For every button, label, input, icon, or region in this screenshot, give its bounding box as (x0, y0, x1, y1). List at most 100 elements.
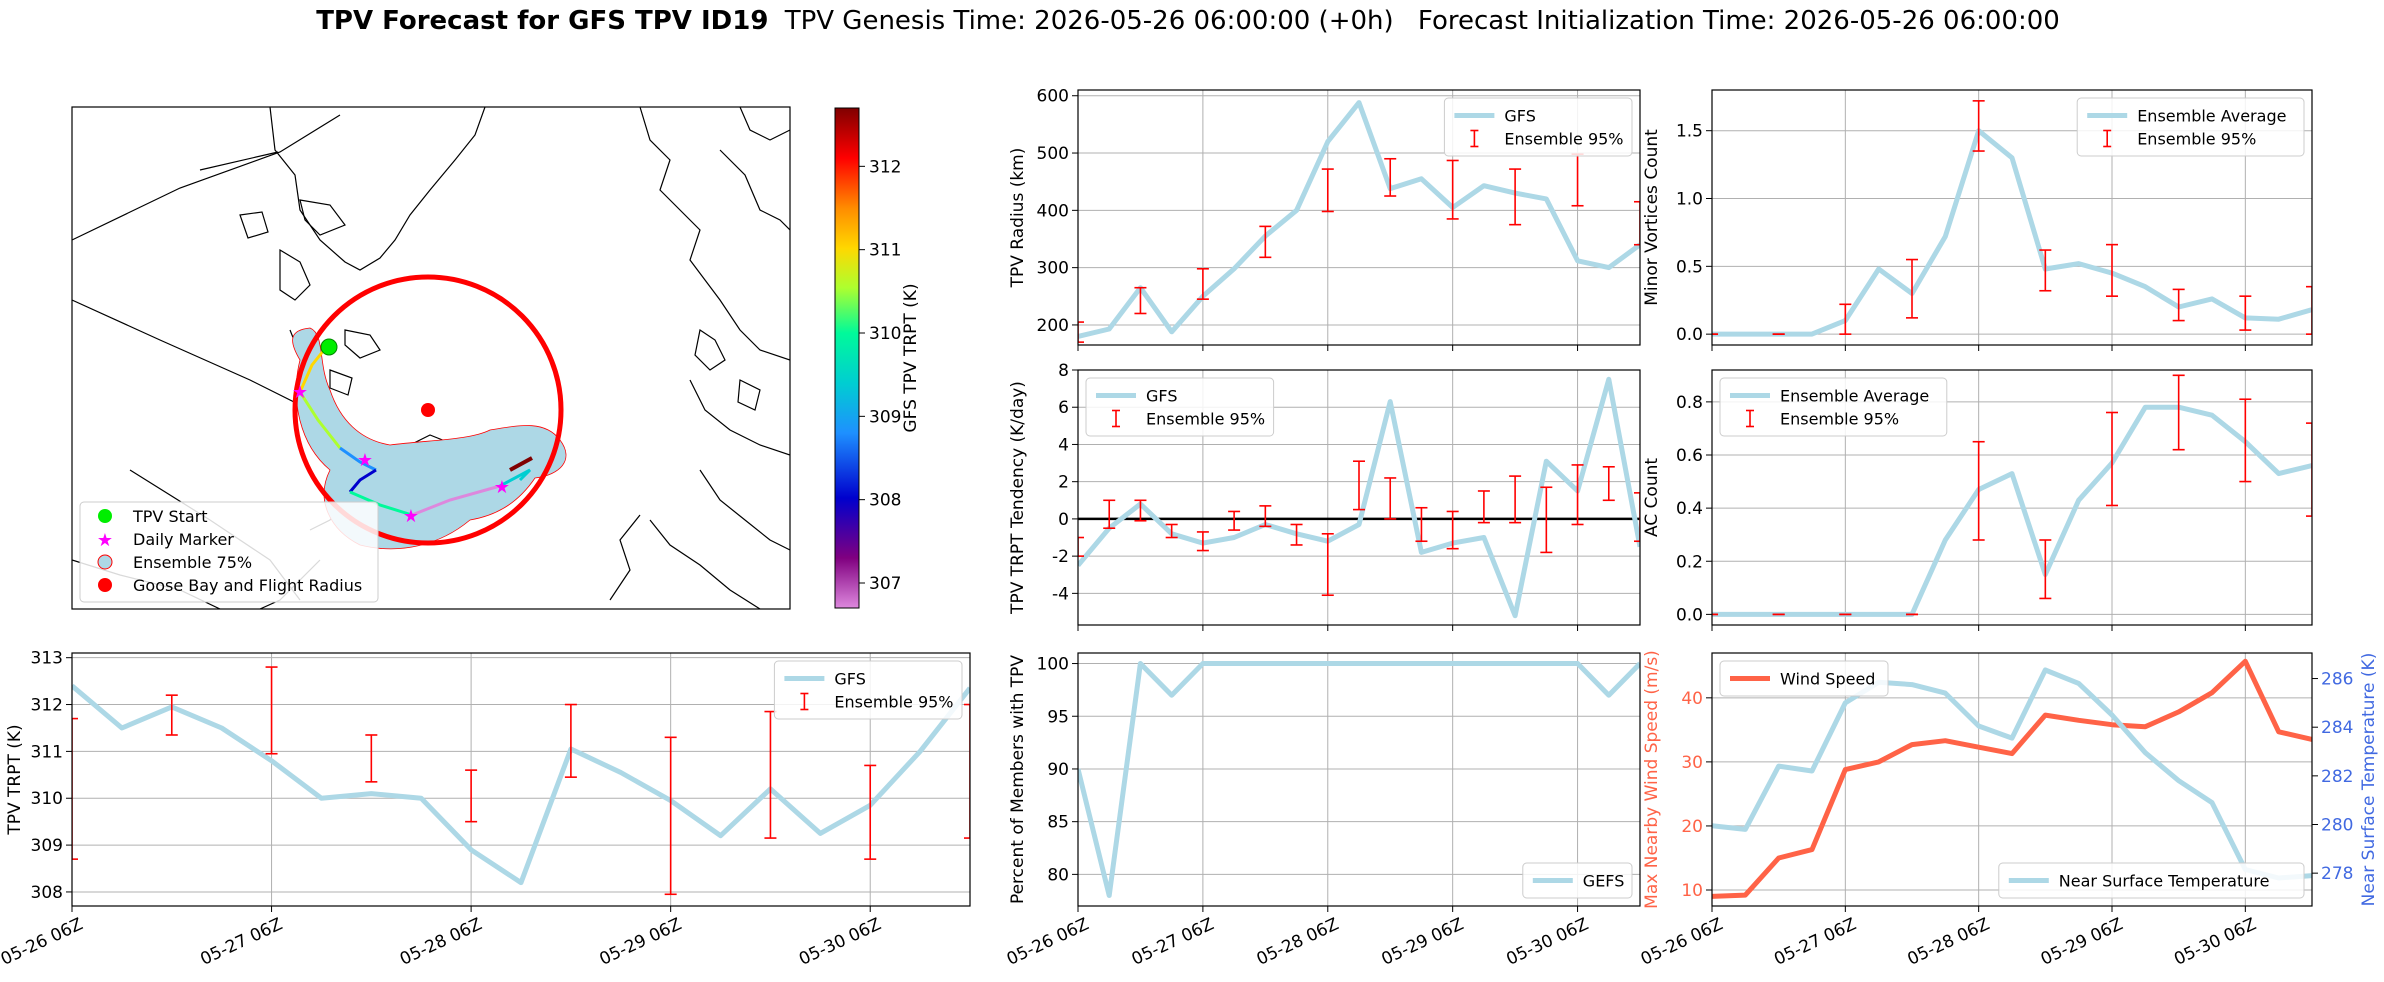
error-bar (1540, 486, 1553, 554)
x-tick-label: 05-29 06Z (2038, 914, 2126, 969)
plot-area (1078, 376, 1640, 619)
series-line (72, 683, 970, 886)
error-bar (1196, 531, 1209, 552)
map-legend-label: Goose Bay and Flight Radius (133, 576, 362, 595)
error-bar (1134, 286, 1147, 315)
error-bar (1602, 465, 1615, 502)
plot-area (1078, 661, 1640, 898)
chart-minor-vortices: 0.0 0.5 1.0 1.5 Minor Vortices Count Ensemble… (1642, 89, 2313, 351)
error-bar (1384, 157, 1397, 197)
error-bar (1509, 475, 1522, 524)
error-bar (1103, 499, 1116, 530)
chart-legend: GEFS (1522, 862, 1633, 899)
y-tick-label: 313 (31, 649, 63, 669)
y-tick-label: 0 (1058, 510, 1069, 530)
y-tick-label: 6 (1058, 398, 1069, 418)
y-tick-label: 500 (1037, 144, 1069, 164)
chart-radius: 200 300 400 500 600 TPV Radius (km) GFS Ensembl… (1008, 87, 1641, 351)
chart-legend: GFS Ensemble 95% (1085, 377, 1275, 437)
y-tick-label: 0.0 (1676, 325, 1703, 345)
y-axis-label: TPV TRPT (K) (5, 724, 25, 835)
title-init: Forecast Initialization Time: 2026-05-26… (1417, 6, 2060, 36)
y-tick-label: 40 (1681, 689, 1703, 709)
x-tick-label: 05-28 06Z (1254, 914, 1342, 969)
x-tick-label: 05-29 06Z (1378, 914, 1466, 969)
map-legend-item: ★ Daily Marker (97, 530, 234, 551)
daily-marker-star: ★ (357, 450, 373, 471)
error-bar (1571, 464, 1584, 526)
legend-label: Ensemble 95% (1146, 410, 1265, 429)
x-tick-label: 05-27 06Z (1129, 914, 1217, 969)
y-tick-label: 0.8 (1676, 393, 1703, 413)
error-bar (1634, 200, 1640, 246)
y-tick-label: 310 (31, 789, 63, 809)
y-tick-label: 311 (31, 742, 63, 762)
title-genesis: TPV Genesis Time: 2026-05-26 06:00:00 (+… (784, 6, 1394, 36)
y-axis-label: TPV Radius (km) (1008, 148, 1028, 289)
axes-frame (1077, 652, 1641, 907)
y-tick-label: 308 (31, 883, 63, 903)
legend-label: Ensemble 95% (2137, 130, 2256, 149)
daily-marker-star: ★ (494, 477, 510, 498)
y-tick-label: 10 (1681, 881, 1703, 901)
legend-label: Ensemble 95% (1780, 410, 1899, 429)
map-legend-label: Ensemble 75% (133, 553, 252, 572)
y-tick-label: 600 (1037, 87, 1069, 107)
legend-label: GFS (1146, 387, 1177, 406)
error-bar (2239, 295, 2252, 331)
colorbar-tick-label: 310 (869, 324, 901, 344)
y-tick-label: 312 (31, 696, 63, 716)
x-tick-label: 05-27 06Z (1771, 914, 1859, 969)
circle-icon (98, 578, 112, 592)
error-bar (2239, 398, 2252, 483)
errorbar-icon (1746, 409, 1754, 428)
error-bar (1972, 440, 1985, 541)
x-tick-label: 05-30 06Z (2171, 914, 2259, 969)
plot-area (1712, 374, 2312, 617)
y-tick-label: 200 (1037, 316, 1069, 336)
error-bar (1321, 532, 1334, 597)
legend-label: Wind Speed (1780, 670, 1875, 689)
daily-marker-star: ★ (403, 506, 419, 527)
error-bar (1446, 159, 1459, 220)
y-axis-label: Minor Vortices Count (1642, 129, 1662, 306)
y-tick-label: 8 (1058, 361, 1069, 381)
error-bar (864, 764, 877, 860)
error-bar (1290, 523, 1303, 546)
y-right-tick-label: 278 (2321, 864, 2353, 884)
plot-area (72, 666, 970, 896)
error-bar (1571, 153, 1584, 207)
y-tick-label: 0.4 (1676, 499, 1703, 519)
axes-frame (1077, 369, 1641, 626)
chart-legend: Ensemble Average Ensemble 95% (2076, 97, 2305, 157)
error-bar (2172, 288, 2185, 322)
circle-icon (98, 509, 112, 523)
error-bar (1384, 477, 1397, 520)
error-bar (1078, 321, 1084, 343)
map-legend: TPV Start ★ Daily Marker Ensemble 75% Goose … (79, 501, 379, 603)
map-legend-label: Daily Marker (133, 530, 234, 549)
chart-legend: Ensemble Average Ensemble 95% (1719, 377, 1948, 437)
error-bar (1134, 499, 1147, 522)
errorbar-icon (800, 692, 809, 711)
series-line (1712, 658, 2312, 899)
error-bar (165, 694, 178, 736)
error-bar (2039, 249, 2052, 292)
colorbar: 307 308 309 310 311 312 GFS TPV TRPT (K) (834, 107, 921, 609)
error-bar (1078, 536, 1084, 557)
y-tick-label: 100 (1037, 655, 1069, 675)
y-right-tick-label: 286 (2321, 670, 2353, 690)
colorbar-label: GFS TPV TRPT (K) (901, 283, 921, 432)
map-legend-label: TPV Start (132, 507, 208, 526)
error-bar (2106, 243, 2118, 297)
axes-frame (1077, 89, 1641, 346)
errorbar-icon (1470, 129, 1479, 148)
daily-marker-star: ★ (292, 382, 308, 403)
error-bar (72, 717, 78, 860)
y-tick-label: 0.0 (1676, 605, 1703, 625)
chart-legend: Near Surface Temperature (1998, 862, 2305, 899)
error-bar (365, 734, 378, 783)
errorbar-icon (2103, 129, 2112, 148)
